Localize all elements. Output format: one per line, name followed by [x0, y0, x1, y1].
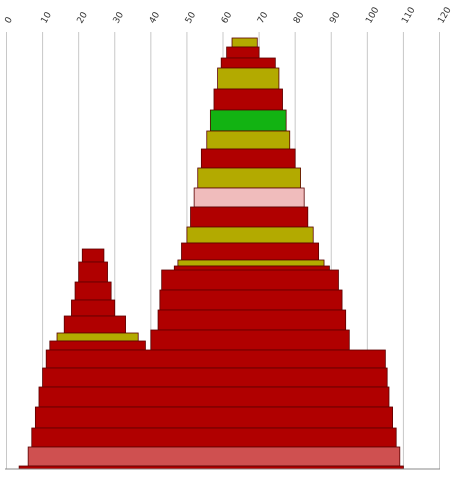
- band-28: [38, 386, 390, 408]
- band-7: [200, 148, 296, 169]
- x-tick-label-120: 120: [436, 5, 452, 25]
- x-tick-label-70: 70: [256, 10, 271, 25]
- x-tick-labels: 0 10 20 30 40 50 60 70 80 90 100 110 120: [3, 5, 452, 25]
- band-27: [42, 367, 388, 388]
- band-9: [193, 187, 305, 208]
- band-21: [49, 340, 146, 351]
- band-29: [34, 406, 394, 429]
- x-tick-label-80: 80: [292, 10, 307, 25]
- band-22: [161, 269, 339, 291]
- band-8: [197, 167, 301, 189]
- band-0: [231, 37, 258, 48]
- x-tick-label-100: 100: [364, 5, 381, 25]
- band-30: [31, 427, 397, 448]
- band-18: [71, 299, 116, 317]
- x-tick-label-50: 50: [184, 10, 199, 25]
- x-tick-label-110: 110: [400, 5, 417, 25]
- band-16: [78, 261, 108, 283]
- band-6: [206, 130, 291, 150]
- band-12: [181, 242, 320, 261]
- band-17: [74, 281, 112, 301]
- x-tick-label-60: 60: [220, 10, 235, 25]
- band-13: [177, 259, 325, 267]
- x-tick-label-20: 20: [76, 10, 91, 25]
- band-31: [27, 446, 401, 467]
- x-tick-label-0: 0: [3, 15, 15, 25]
- x-tick-label-10: 10: [40, 10, 55, 25]
- band-25: [150, 329, 350, 351]
- x-tick-label-40: 40: [148, 10, 163, 25]
- band-19: [63, 315, 126, 334]
- x-tick-label-30: 30: [112, 10, 127, 25]
- band-5: [209, 109, 287, 132]
- band-24: [157, 309, 347, 331]
- band-26: [45, 349, 386, 369]
- x-tick-label-90: 90: [328, 10, 343, 25]
- band-11: [186, 226, 314, 244]
- band-10: [190, 206, 309, 228]
- band-3: [217, 67, 280, 90]
- band-2: [220, 57, 276, 69]
- band-20: [56, 332, 139, 342]
- band-23: [159, 289, 343, 311]
- band-1: [226, 46, 260, 59]
- band-4: [213, 88, 283, 111]
- band-15: [81, 248, 105, 263]
- stacked-bands: [18, 37, 404, 470]
